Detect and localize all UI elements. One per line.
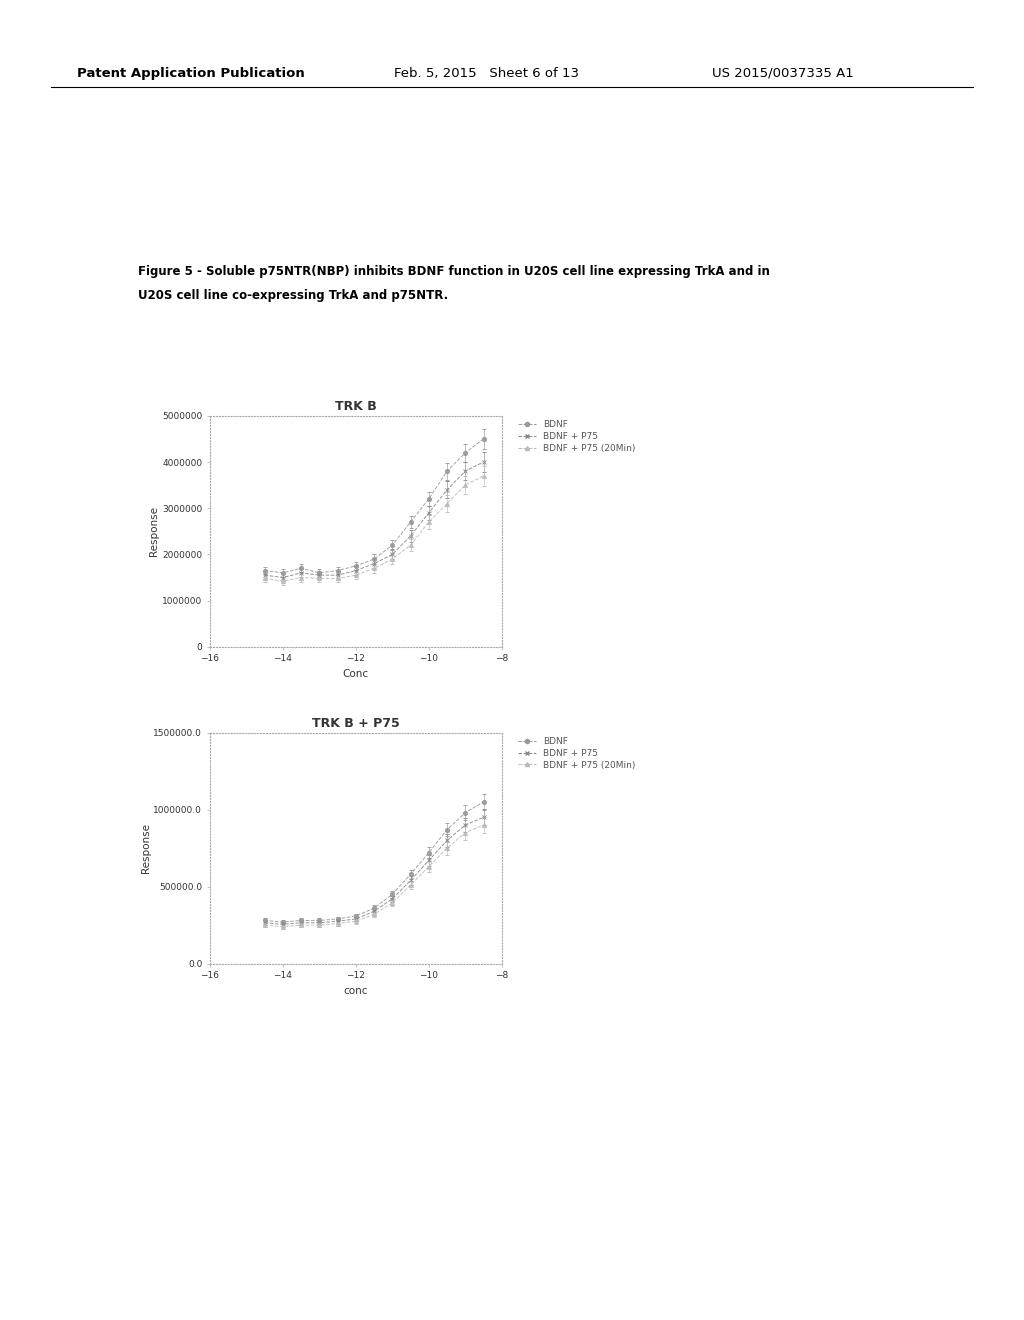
Legend: BDNF, BDNF + P75, BDNF + P75 (20Min): BDNF, BDNF + P75, BDNF + P75 (20Min)	[518, 420, 636, 453]
Y-axis label: Response: Response	[140, 824, 151, 873]
Text: Feb. 5, 2015   Sheet 6 of 13: Feb. 5, 2015 Sheet 6 of 13	[394, 66, 580, 79]
X-axis label: Conc: Conc	[343, 669, 369, 678]
X-axis label: conc: conc	[344, 986, 368, 995]
Text: U20S cell line co-expressing TrkA and p75NTR.: U20S cell line co-expressing TrkA and p7…	[138, 289, 449, 302]
Title: TRK B: TRK B	[335, 400, 377, 413]
Y-axis label: Response: Response	[150, 507, 160, 556]
Text: Figure 5 - Soluble p75NTR(NBP) inhibits BDNF function in U20S cell line expressi: Figure 5 - Soluble p75NTR(NBP) inhibits …	[138, 265, 770, 279]
Title: TRK B + P75: TRK B + P75	[312, 717, 399, 730]
Legend: BDNF, BDNF + P75, BDNF + P75 (20Min): BDNF, BDNF + P75, BDNF + P75 (20Min)	[518, 737, 636, 770]
Text: US 2015/0037335 A1: US 2015/0037335 A1	[712, 66, 853, 79]
Text: Patent Application Publication: Patent Application Publication	[77, 66, 304, 79]
